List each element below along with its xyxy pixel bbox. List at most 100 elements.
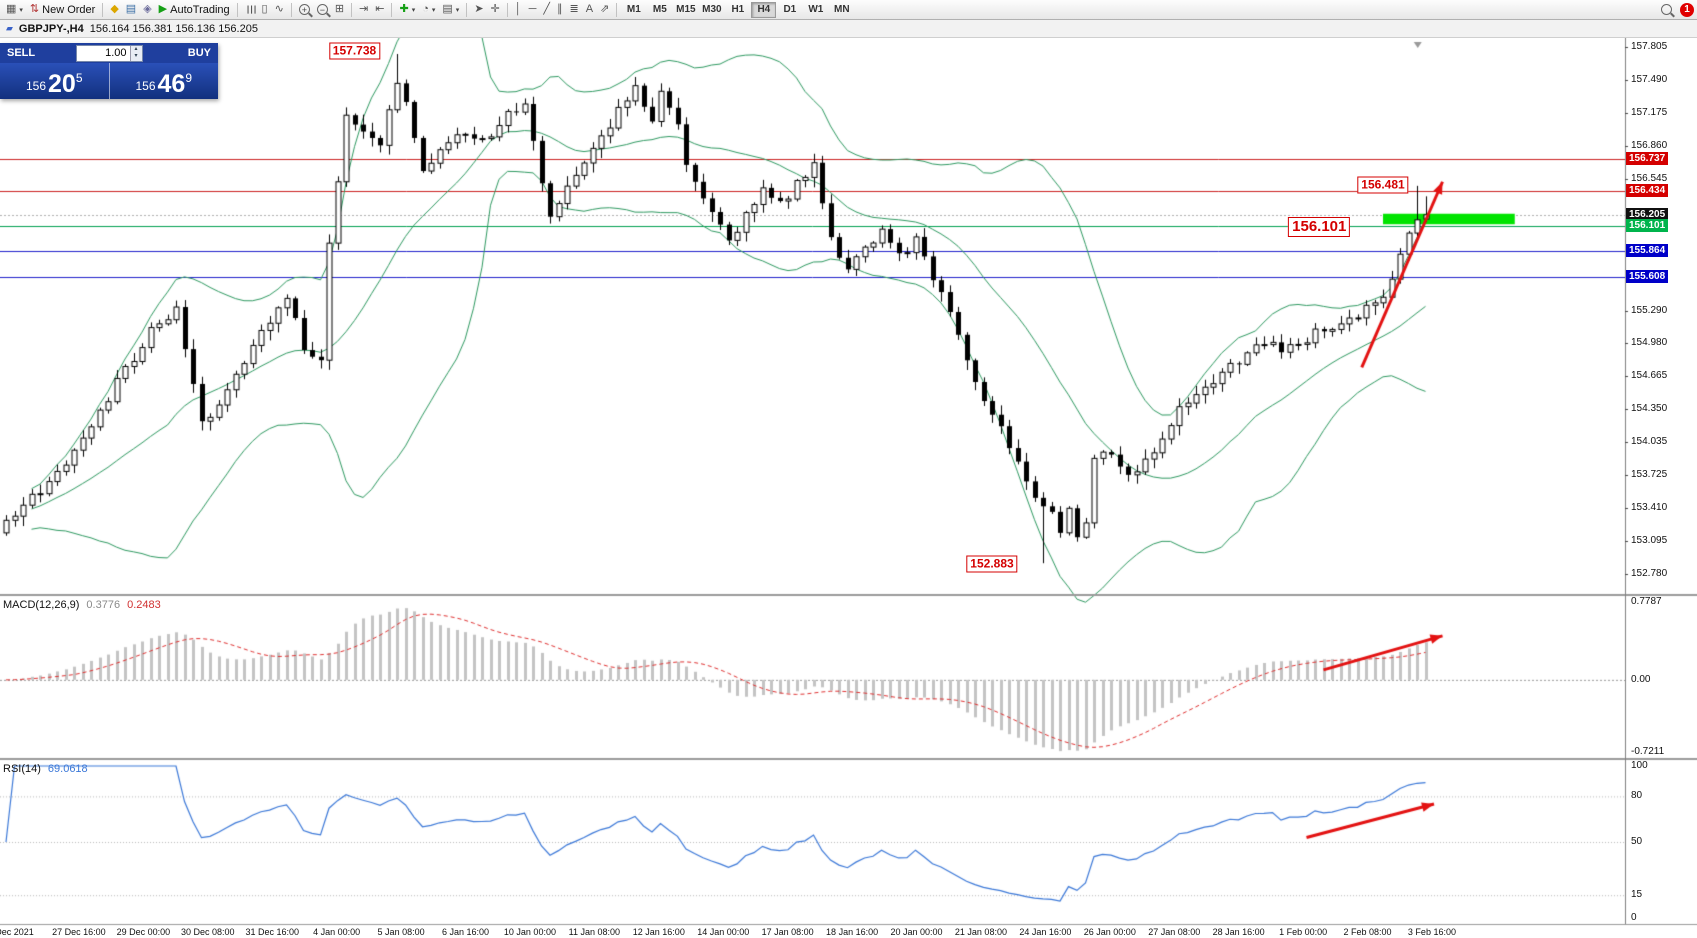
price-callout-label[interactable]: 156.481	[1357, 176, 1409, 194]
chart-titlebar: ▰ GBPJPY-,H4 156.164 156.381 156.136 156…	[0, 20, 1697, 38]
buy-price-sup: 9	[185, 71, 193, 85]
toolbar-separator	[351, 2, 353, 17]
zoom-in-button[interactable]: +	[296, 1, 313, 18]
new-chart-icon: ▦	[6, 3, 17, 15]
line-chart-icon: ∿	[274, 3, 284, 15]
periods-button[interactable]: ◔ ▾	[419, 1, 438, 18]
toolbar-separator	[102, 2, 104, 17]
timeframe-button-m15[interactable]: M15	[673, 2, 698, 18]
volume-down-button[interactable]: ▾	[130, 53, 142, 61]
text-icon: A	[585, 3, 594, 15]
arrows-button[interactable]: ⇗	[597, 1, 612, 18]
sell-price-big: 20	[48, 70, 76, 98]
search-icon	[1661, 4, 1672, 15]
bar-chart-button[interactable]: ☰	[242, 1, 258, 18]
templates-icon: ▤	[442, 3, 453, 15]
chart-window-icon: ▰	[6, 23, 13, 33]
fibonacci-button[interactable]: ≣	[567, 1, 582, 18]
line-chart-button[interactable]: ∿	[272, 1, 287, 18]
volume-spinner: ▴ ▾	[129, 45, 142, 61]
chevron-down-icon: ▾	[431, 6, 436, 14]
arrows-icon: ⇗	[600, 3, 610, 15]
new-chart-button[interactable]: ▦ ▾	[3, 1, 26, 18]
templates-button[interactable]: ▤ ▾	[439, 1, 462, 18]
timeframe-button-h4[interactable]: H4	[751, 1, 777, 18]
timeframe-button-mn[interactable]: MN	[829, 2, 854, 18]
price-callout-label[interactable]: 157.738	[328, 42, 381, 60]
chart-canvas[interactable]	[0, 38, 1697, 938]
timeframe-button-m30[interactable]: M30	[699, 2, 724, 18]
navigator-button[interactable]: ◈	[140, 1, 154, 18]
sell-button[interactable]: SELL	[7, 47, 36, 59]
equidistant-channel-icon: ∥	[557, 3, 563, 15]
autotrading-button[interactable]: ▶ AutoTrading	[156, 1, 233, 18]
sell-price-button[interactable]: 156 20 5	[0, 63, 110, 99]
zoom-out-button[interactable]: −	[314, 1, 331, 18]
chevron-down-icon: ▾	[19, 6, 23, 14]
navigator-icon: ◈	[143, 3, 152, 15]
price-callout-label[interactable]: 152.883	[966, 555, 1018, 573]
price-callout-label[interactable]: 156.101	[1288, 216, 1351, 237]
timeframe-button-d1[interactable]: D1	[777, 2, 802, 18]
timeframe-button-m5[interactable]: M5	[647, 2, 672, 18]
fibonacci-icon: ≣	[569, 3, 579, 15]
vertical-line-icon: │	[514, 3, 522, 15]
tile-windows-icon: ⊞	[334, 3, 345, 15]
volume-value[interactable]: 1.00	[105, 47, 127, 59]
tile-windows-button[interactable]: ⊞	[332, 1, 347, 18]
toolbar-separator	[466, 2, 468, 17]
text-button[interactable]: A	[583, 1, 596, 18]
crosshair-button[interactable]: ✛	[488, 1, 503, 18]
search-button[interactable]	[1658, 1, 1675, 18]
candlestick-chart-icon: ▯	[261, 3, 268, 15]
buy-price-main: 156	[135, 79, 156, 93]
market-watch-button[interactable]: ▤	[123, 1, 139, 18]
chart-shift-button[interactable]: ⇤	[372, 1, 387, 18]
chart-ohlc-values: 156.164 156.381 156.136 156.205	[89, 22, 258, 35]
toolbar-separator	[236, 2, 238, 17]
new-order-button[interactable]: ⇅ New Order	[27, 1, 98, 18]
trendline-button[interactable]: ╱	[540, 1, 553, 18]
sell-price-sup: 5	[75, 71, 83, 85]
toolbar-separator	[290, 2, 292, 17]
toolbar-separator	[391, 2, 393, 17]
notification-badge[interactable]: 1	[1680, 2, 1694, 17]
vertical-line-button[interactable]: │	[512, 1, 525, 18]
trendline-icon: ╱	[543, 3, 551, 15]
toolbar-separator	[506, 2, 508, 17]
autotrading-label: AutoTrading	[170, 3, 230, 16]
metaeditor-button[interactable]: ◆	[107, 1, 121, 18]
toolbar: ▦ ▾ ⇅ New Order ◆ ▤ ◈ ▶ AutoTrading ☰ ▯ ∿ + − ⊞ ⇥ ⇤ ✚ ▾ ◔ ▾ ▤…	[0, 0, 1697, 20]
crosshair-icon: ✛	[490, 3, 500, 15]
zoom-out-icon: −	[316, 4, 328, 15]
chart-shift-icon: ⇤	[375, 3, 385, 15]
timeframe-button-m1[interactable]: M1	[621, 2, 646, 18]
new-order-icon: ⇅	[29, 3, 40, 15]
auto-scroll-button[interactable]: ⇥	[356, 1, 371, 18]
auto-scroll-icon: ⇥	[359, 3, 369, 15]
buy-button[interactable]: BUY	[187, 47, 211, 59]
cursor-icon: ➤	[474, 3, 484, 15]
equidistant-channel-button[interactable]: ∥	[554, 1, 566, 18]
trade-panel-prices: 156 20 5 156 46 9	[0, 63, 218, 99]
bar-chart-icon: ☰	[244, 4, 257, 15]
autotrading-icon: ▶	[158, 3, 168, 15]
trade-panel-header: SELL 1.00 ▴ ▾ BUY	[0, 43, 218, 63]
volume-stepper[interactable]: 1.00 ▴ ▾	[75, 44, 143, 62]
cursor-button[interactable]: ➤	[471, 1, 486, 18]
buy-price-button[interactable]: 156 46 9	[110, 63, 219, 99]
market-watch-icon: ▤	[125, 3, 137, 15]
toolbar-separator	[616, 2, 618, 17]
chevron-down-icon: ▾	[411, 6, 416, 14]
volume-up-button[interactable]: ▴	[130, 45, 142, 53]
timeframe-button-w1[interactable]: W1	[803, 2, 828, 18]
timeframe-button-h1[interactable]: H1	[725, 2, 750, 18]
sell-price-main: 156	[25, 79, 47, 93]
metaeditor-icon: ◆	[110, 3, 119, 15]
candlestick-chart-button[interactable]: ▯	[259, 1, 271, 18]
indicators-button[interactable]: ✚ ▾	[396, 1, 418, 18]
chart-area: MACD(12,26,9) 0.3776 0.2483 RSI(14) 69.0…	[0, 38, 1697, 938]
buy-price-big: 46	[157, 70, 186, 98]
horizontal-line-button[interactable]: ─	[526, 1, 540, 18]
